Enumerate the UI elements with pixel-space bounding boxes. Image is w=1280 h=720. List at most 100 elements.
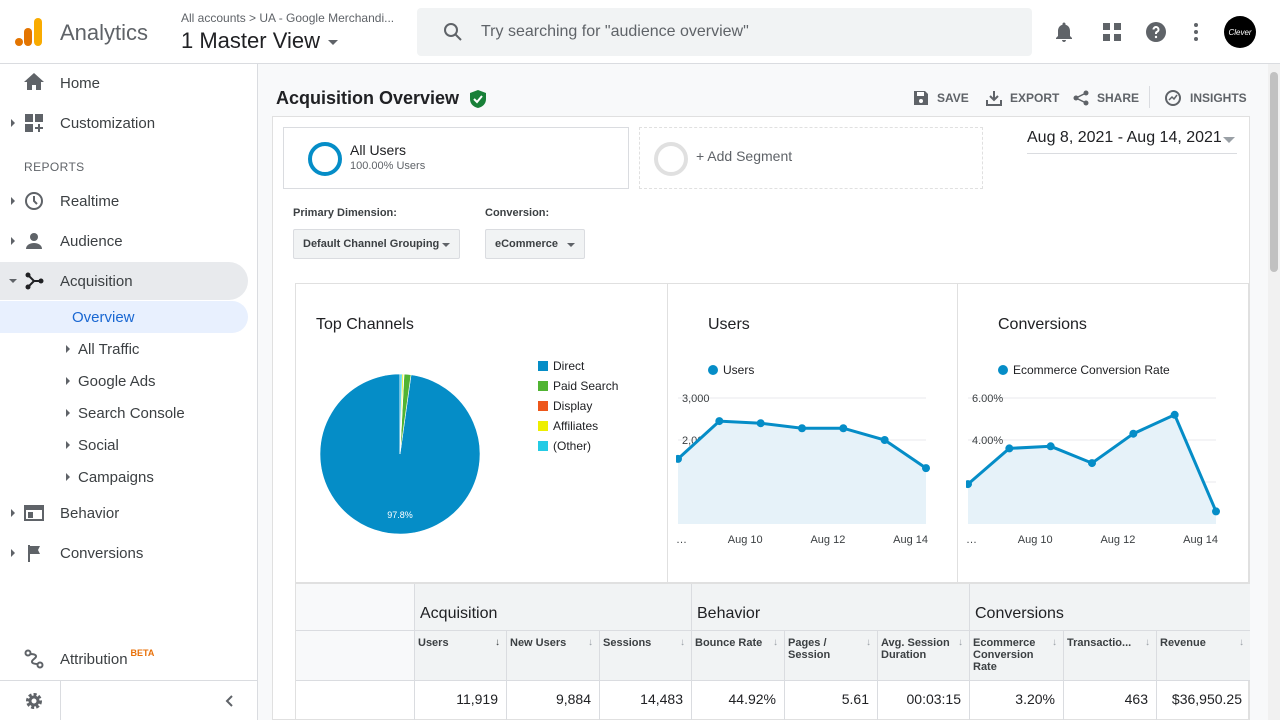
col-header-sessions[interactable]: Sessions ↓ bbox=[599, 630, 691, 680]
account-breadcrumb[interactable]: All accounts > UA - Google Merchandi... bbox=[181, 11, 395, 25]
x-tick-label: Aug 14 bbox=[893, 534, 928, 546]
search-box[interactable]: Try searching for "audience overview" bbox=[417, 8, 1032, 56]
add-segment-button[interactable]: + Add Segment bbox=[639, 127, 983, 189]
sidebar-item-label: Social bbox=[78, 436, 119, 454]
legend-item[interactable]: Affiliates bbox=[538, 416, 618, 436]
search-input[interactable]: Try searching for "audience overview" bbox=[481, 23, 749, 40]
sidebar-item-label: Conversions bbox=[60, 544, 144, 562]
sidebar-item-attribution[interactable]: Attribution BETA bbox=[0, 640, 248, 678]
legend-swatch bbox=[538, 401, 548, 411]
sort-icon[interactable]: ↓ bbox=[588, 637, 593, 648]
sort-desc-icon[interactable]: ↓ bbox=[495, 637, 500, 648]
sort-icon[interactable]: ↓ bbox=[680, 637, 685, 648]
analytics-logo-icon[interactable] bbox=[14, 16, 44, 48]
save-button[interactable]: SAVE bbox=[913, 88, 969, 108]
scrollbar[interactable] bbox=[1268, 64, 1280, 720]
date-range-picker[interactable]: Aug 8, 2021 - Aug 14, 2021 bbox=[1027, 129, 1237, 154]
sidebar-item-customization[interactable]: Customization bbox=[0, 104, 248, 142]
data-point[interactable] bbox=[1170, 410, 1179, 419]
data-point[interactable] bbox=[1212, 507, 1220, 516]
legend-label: Affiliates bbox=[553, 419, 599, 433]
chevron-down-icon bbox=[327, 39, 338, 45]
col-header-pages-per-session[interactable]: Pages / Session ↓ bbox=[784, 630, 877, 680]
legend-item[interactable]: Direct bbox=[538, 356, 618, 376]
data-point[interactable] bbox=[1046, 442, 1055, 451]
bell-icon[interactable] bbox=[1052, 20, 1076, 44]
data-point[interactable] bbox=[1129, 429, 1138, 438]
export-button[interactable]: EXPORT bbox=[986, 88, 1059, 108]
sidebar-subitem-social[interactable]: Social bbox=[0, 429, 248, 461]
insights-label: INSIGHTS bbox=[1190, 91, 1247, 105]
sort-icon[interactable]: ↓ bbox=[1239, 637, 1244, 648]
sort-icon[interactable]: ↓ bbox=[866, 637, 871, 648]
sidebar-item-home[interactable]: Home bbox=[0, 64, 248, 102]
segment-ring-icon bbox=[654, 142, 688, 176]
legend-item[interactable]: Paid Search bbox=[538, 376, 618, 396]
scrollbar-thumb[interactable] bbox=[1270, 72, 1278, 272]
avatar[interactable]: Clever bbox=[1224, 16, 1256, 48]
dashboard-icon bbox=[25, 114, 43, 132]
sidebar-subitem-campaigns[interactable]: Campaigns bbox=[0, 461, 248, 493]
legend-label: Direct bbox=[553, 359, 585, 373]
sidebar-subitem-search-console[interactable]: Search Console bbox=[0, 397, 248, 429]
data-point[interactable] bbox=[1088, 459, 1096, 468]
data-point[interactable] bbox=[715, 417, 724, 426]
view-selector[interactable]: 1 Master View bbox=[181, 28, 338, 54]
insights-button[interactable]: INSIGHTS bbox=[1164, 88, 1247, 108]
collapse-chevron-icon[interactable] bbox=[224, 695, 236, 707]
sidebar-item-label: Search Console bbox=[78, 404, 185, 422]
apps-grid-icon[interactable] bbox=[1100, 20, 1124, 44]
table-cell: 14,483 bbox=[599, 680, 691, 714]
x-tick-label: Aug 10 bbox=[1018, 534, 1053, 546]
data-point[interactable] bbox=[880, 436, 889, 444]
page-title: Acquisition Overview bbox=[276, 88, 487, 109]
sidebar-subitem-all-traffic[interactable]: All Traffic bbox=[0, 333, 248, 365]
sort-icon[interactable]: ↓ bbox=[773, 637, 778, 648]
data-point[interactable] bbox=[922, 464, 930, 473]
primary-dimension-dropdown[interactable]: Default Channel Grouping bbox=[293, 229, 460, 259]
data-point[interactable] bbox=[756, 419, 765, 428]
pie-slice[interactable] bbox=[399, 373, 403, 455]
col-divider bbox=[506, 630, 507, 720]
sidebar-item-audience[interactable]: Audience bbox=[0, 222, 248, 260]
sidebar-subitem-overview[interactable]: Overview bbox=[0, 301, 248, 333]
col-header-new-users[interactable]: New Users ↓ bbox=[506, 630, 599, 680]
data-point[interactable] bbox=[1005, 444, 1014, 453]
sidebar-item-realtime[interactable]: Realtime bbox=[0, 182, 248, 220]
col-header-revenue[interactable]: Revenue ↓ bbox=[1156, 630, 1250, 680]
conversion-label: Conversion: bbox=[485, 207, 550, 219]
flag-icon bbox=[28, 545, 40, 562]
col-header-ecommerce-conversion-rate[interactable]: Ecommerce Conversion Rate ↓ bbox=[969, 630, 1063, 680]
more-vert-icon[interactable] bbox=[1184, 20, 1208, 44]
table-cell: 00:03:15 bbox=[877, 680, 969, 714]
legend-label: Display bbox=[553, 399, 593, 413]
legend-item[interactable]: Display bbox=[538, 396, 618, 416]
sort-icon[interactable]: ↓ bbox=[1145, 637, 1150, 648]
sidebar-item-conversions[interactable]: Conversions bbox=[0, 534, 248, 572]
col-header-transactions[interactable]: Transactio... ↓ bbox=[1063, 630, 1156, 680]
col-header-avg-session-duration[interactable]: Avg. Session Duration ↓ bbox=[877, 630, 969, 680]
sort-icon[interactable]: ↓ bbox=[958, 637, 963, 648]
gear-icon[interactable] bbox=[24, 691, 44, 711]
table-cell: 5.61 bbox=[784, 680, 877, 714]
col-header-users[interactable]: Users ↓ bbox=[414, 630, 506, 680]
conversion-dropdown[interactable]: eCommerce bbox=[485, 229, 585, 259]
sidebar-item-acquisition[interactable]: Acquisition bbox=[0, 262, 248, 300]
app-name[interactable]: Analytics bbox=[60, 20, 149, 45]
share-button[interactable]: SHARE bbox=[1073, 88, 1139, 108]
sort-icon[interactable]: ↓ bbox=[1052, 637, 1057, 648]
chevron-right-icon bbox=[66, 345, 70, 353]
sidebar-item-behavior[interactable]: Behavior bbox=[0, 494, 248, 532]
legend-item[interactable]: (Other) bbox=[538, 436, 618, 456]
help-icon[interactable] bbox=[1144, 20, 1168, 44]
col-header-bounce-rate[interactable]: Bounce Rate ↓ bbox=[691, 630, 784, 680]
data-point[interactable] bbox=[839, 424, 848, 433]
data-point[interactable] bbox=[966, 480, 972, 489]
sidebar-subitem-google-ads[interactable]: Google Ads bbox=[0, 365, 248, 397]
data-point[interactable] bbox=[676, 454, 682, 463]
segment-all-users[interactable]: All Users 100.00% Users bbox=[283, 127, 629, 189]
legend-item[interactable]: Ecommerce Conversion Rate bbox=[998, 360, 1170, 380]
table-cell: 44.92% bbox=[691, 680, 784, 714]
legend-item[interactable]: Users bbox=[708, 360, 754, 380]
data-point[interactable] bbox=[798, 424, 806, 433]
